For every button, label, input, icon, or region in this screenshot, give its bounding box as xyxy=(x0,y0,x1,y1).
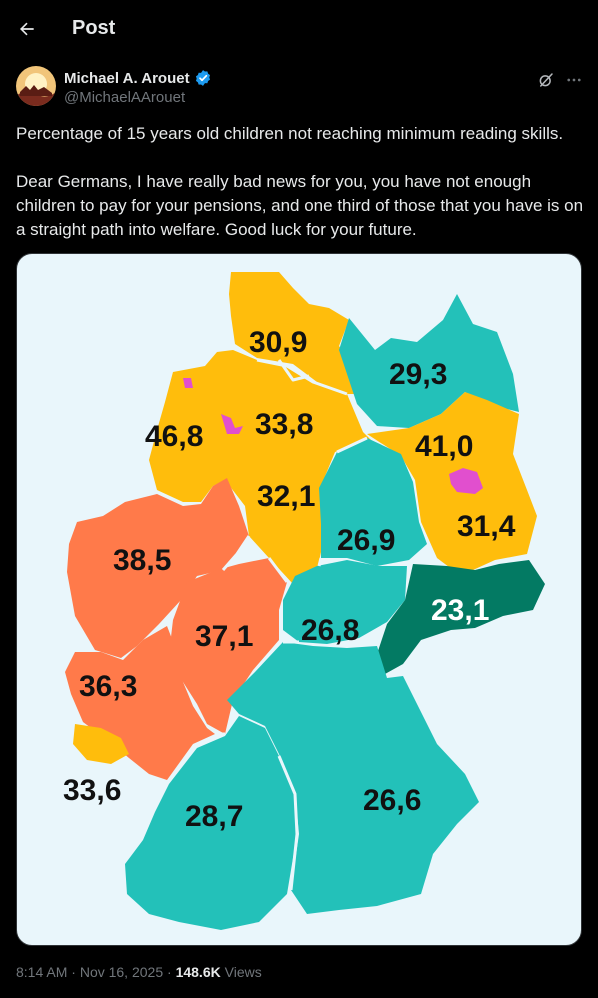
map-label: 26,6 xyxy=(363,784,421,817)
germany-reading-map: 30,9 29,3 46,8 33,8 41,0 32,1 31,4 38,5 … xyxy=(63,272,545,930)
back-arrow-icon xyxy=(20,22,34,36)
avatar-image xyxy=(16,66,56,106)
meta-separator: · xyxy=(167,964,176,980)
post-date[interactable]: Nov 16, 2025 xyxy=(79,964,164,980)
region-nrw xyxy=(67,478,249,658)
post-text: Percentage of 15 years old children not … xyxy=(16,122,586,242)
views-label: Views xyxy=(224,964,262,980)
map-label: 26,9 xyxy=(337,524,395,557)
more-options-button[interactable] xyxy=(562,68,586,92)
map-label: 29,3 xyxy=(389,358,447,391)
map-label: 36,3 xyxy=(79,670,137,703)
views-count: 148.6K xyxy=(175,964,221,980)
top-bar: Post xyxy=(0,0,598,58)
map-label: 28,7 xyxy=(185,800,243,833)
map-label: 32,1 xyxy=(257,480,315,513)
region-saxony xyxy=(377,560,545,674)
map-label: 46,8 xyxy=(145,420,203,453)
region-berlin xyxy=(449,468,483,494)
region-baden-wuerttemberg xyxy=(125,716,297,930)
post-time[interactable]: 8:14 AM xyxy=(16,964,68,980)
map-label: 31,4 xyxy=(457,510,516,543)
grok-icon xyxy=(539,73,553,87)
post-meta: 8:14 AM · Nov 16, 2025 · 148.6K Views xyxy=(16,964,262,980)
author-handle[interactable]: @MichaelAArouet xyxy=(64,89,186,106)
post-image[interactable]: 30,9 29,3 46,8 33,8 41,0 32,1 31,4 38,5 … xyxy=(16,253,582,946)
map-label: 37,1 xyxy=(195,620,253,653)
region-saxony-anhalt xyxy=(319,438,427,566)
region-schleswig-holstein xyxy=(229,272,373,394)
map-label: 38,5 xyxy=(113,544,171,577)
region-bremen xyxy=(221,414,243,434)
region-thuringia xyxy=(283,560,407,644)
author-name[interactable]: Michael A. Arouet xyxy=(64,69,212,87)
map-label: 30,9 xyxy=(249,326,307,359)
map-label: 33,8 xyxy=(255,408,313,441)
region-mecklenburg xyxy=(339,294,519,428)
grok-button[interactable] xyxy=(534,68,558,92)
map-label: 26,8 xyxy=(301,614,359,647)
more-dots-icon xyxy=(567,78,581,82)
region-lower-saxony xyxy=(149,350,371,584)
back-button[interactable] xyxy=(10,12,44,46)
region-saarland xyxy=(73,724,129,764)
meta-separator: · xyxy=(71,964,80,980)
map-label: 33,6 xyxy=(63,774,121,807)
region-rhineland-palatinate xyxy=(65,626,215,780)
region-hessen xyxy=(169,558,287,734)
map-labels: 30,9 29,3 46,8 33,8 41,0 32,1 31,4 38,5 … xyxy=(63,326,516,833)
post-paragraph: Percentage of 15 years old children not … xyxy=(16,124,564,143)
avatar[interactable] xyxy=(16,66,56,106)
map-label: 41,0 xyxy=(415,430,473,463)
page-title: Post xyxy=(72,17,116,39)
region-bavaria xyxy=(227,642,479,914)
region-bremerhaven xyxy=(183,378,193,388)
post-paragraph: Dear Germans, I have really bad news for… xyxy=(16,172,584,239)
map-label: 23,1 xyxy=(431,594,489,627)
verified-badge-icon xyxy=(195,70,210,86)
